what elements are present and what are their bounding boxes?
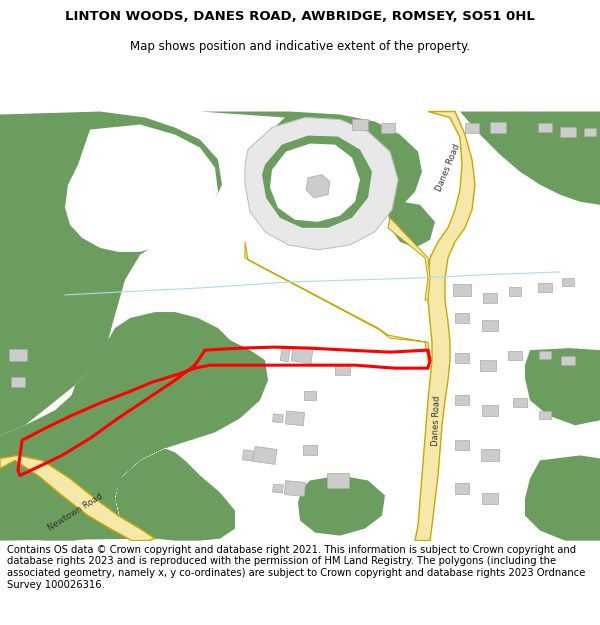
Bar [482, 319, 498, 331]
Bar [509, 288, 521, 296]
Bar [453, 284, 471, 296]
Bar [381, 122, 395, 132]
Bar [286, 411, 305, 426]
Bar [352, 119, 368, 130]
Bar [482, 405, 498, 416]
Polygon shape [306, 174, 330, 198]
Polygon shape [298, 476, 385, 536]
Bar [562, 278, 574, 286]
Bar [465, 122, 479, 132]
Polygon shape [262, 136, 372, 228]
Text: LINTON WOODS, DANES ROAD, AWBRIDGE, ROMSEY, SO51 0HL: LINTON WOODS, DANES ROAD, AWBRIDGE, ROMS… [65, 10, 535, 23]
Bar [481, 449, 499, 461]
Polygon shape [0, 245, 50, 302]
Polygon shape [0, 312, 242, 541]
Bar [560, 126, 576, 137]
Bar [513, 398, 527, 407]
Bar [508, 351, 522, 359]
Polygon shape [0, 328, 268, 541]
Bar [291, 347, 313, 364]
Bar [242, 450, 254, 461]
Bar [538, 123, 552, 132]
Bar [253, 446, 277, 464]
Bar [584, 127, 596, 136]
Polygon shape [245, 242, 430, 360]
Bar [280, 349, 290, 362]
Text: Danes Road: Danes Road [431, 395, 442, 446]
Polygon shape [388, 217, 430, 300]
Bar [539, 351, 551, 359]
Bar [9, 349, 27, 361]
Bar [272, 484, 283, 493]
Polygon shape [200, 111, 422, 222]
Bar [335, 365, 349, 375]
Bar [455, 484, 469, 494]
Bar [538, 284, 552, 292]
Bar [561, 356, 575, 364]
Bar [11, 378, 25, 388]
Polygon shape [460, 111, 600, 205]
Bar [304, 391, 316, 400]
Polygon shape [415, 111, 475, 541]
Bar [455, 441, 469, 451]
Bar [303, 446, 317, 456]
Bar [482, 493, 498, 504]
Bar [284, 481, 305, 496]
Bar [539, 411, 551, 419]
Text: Danes Road: Danes Road [434, 142, 461, 192]
Bar [327, 473, 349, 488]
Bar [483, 293, 497, 303]
Polygon shape [65, 124, 218, 252]
Text: Map shows position and indicative extent of the property.: Map shows position and indicative extent… [130, 40, 470, 52]
Polygon shape [388, 200, 435, 248]
Bar [490, 122, 506, 133]
Polygon shape [245, 118, 398, 250]
Text: Newtown Road: Newtown Road [46, 492, 104, 533]
Polygon shape [525, 348, 600, 426]
Bar [272, 414, 283, 422]
Polygon shape [0, 456, 155, 541]
Bar [455, 395, 469, 405]
Text: Contains OS data © Crown copyright and database right 2021. This information is : Contains OS data © Crown copyright and d… [7, 545, 586, 589]
Polygon shape [525, 456, 600, 541]
Bar [480, 359, 496, 371]
Polygon shape [0, 111, 222, 436]
Bar [455, 353, 469, 363]
Bar [455, 313, 469, 323]
Polygon shape [270, 144, 360, 222]
